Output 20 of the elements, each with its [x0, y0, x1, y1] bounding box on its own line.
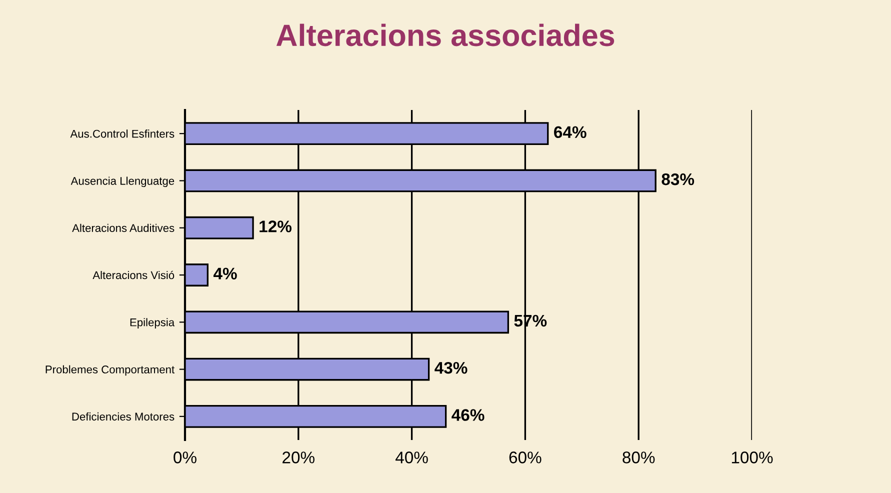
- x-tick-label: 40%: [396, 452, 428, 464]
- y-tick-label: Epilepsia: [130, 318, 175, 328]
- y-tick-label: Aus.Control Esfinters: [70, 130, 174, 138]
- y-tick-label: Deficiencies Motores: [72, 412, 174, 421]
- x-tick-label: 20%: [282, 452, 314, 464]
- y-tick-label: Alteracions Auditives: [72, 224, 174, 232]
- x-tick-label: 0%: [174, 452, 196, 464]
- data-label: 43%: [434, 362, 468, 374]
- y-tick-label: Alteracions Visió: [92, 270, 174, 280]
- data-label: 83%: [662, 173, 694, 186]
- data-label: 46%: [452, 409, 484, 421]
- x-tick-label: 60%: [509, 452, 542, 464]
- x-tick-label: 80%: [622, 452, 655, 464]
- x-tick-label: 100%: [732, 452, 773, 464]
- data-label: 12%: [260, 220, 292, 232]
- data-label: 4%: [213, 268, 237, 280]
- y-tick-label: Problemes Comportament: [46, 365, 175, 376]
- chart-title: Alteracions associades: [276, 24, 614, 46]
- y-tick-label: Ausencia Llenguatge: [70, 176, 174, 188]
- data-label: 64%: [554, 126, 586, 138]
